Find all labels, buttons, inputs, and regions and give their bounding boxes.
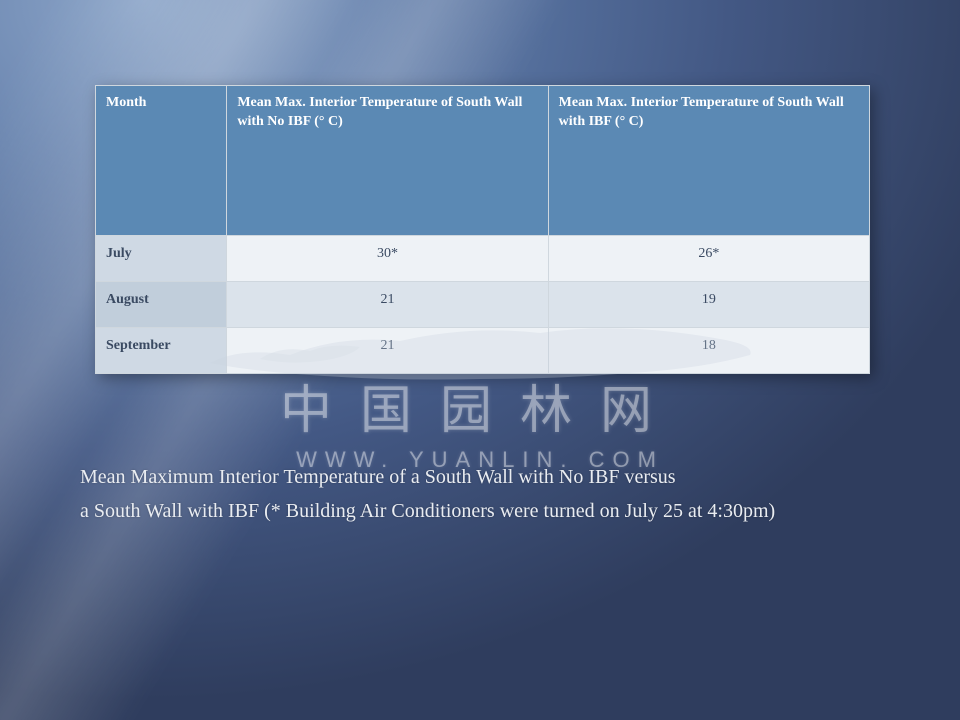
cell-ibf: 19 [548, 282, 869, 328]
slide: Month Mean Max. Interior Temperature of … [0, 0, 960, 720]
col-header-no-ibf: Mean Max. Interior Temperature of South … [227, 86, 548, 236]
cell-no-ibf: 21 [227, 328, 548, 374]
table-row: July 30* 26* [96, 236, 870, 282]
cell-ibf: 26* [548, 236, 869, 282]
watermark-cn-text: 中国园林网 [200, 368, 760, 443]
cell-month: September [96, 328, 227, 374]
cell-ibf: 18 [548, 328, 869, 374]
cell-no-ibf: 30* [227, 236, 548, 282]
temperature-table: Month Mean Max. Interior Temperature of … [95, 85, 870, 374]
table-header-row: Month Mean Max. Interior Temperature of … [96, 86, 870, 236]
caption: Mean Maximum Interior Temperature of a S… [80, 460, 900, 528]
table-row: September 21 18 [96, 328, 870, 374]
col-header-ibf: Mean Max. Interior Temperature of South … [548, 86, 869, 236]
caption-line1: Mean Maximum Interior Temperature of a S… [80, 466, 676, 488]
cell-month: July [96, 236, 227, 282]
cell-month: August [96, 282, 227, 328]
caption-line2: a South Wall with IBF (* Building Air Co… [80, 500, 775, 522]
col-header-month: Month [96, 86, 227, 236]
table-row: August 21 19 [96, 282, 870, 328]
cell-no-ibf: 21 [227, 282, 548, 328]
